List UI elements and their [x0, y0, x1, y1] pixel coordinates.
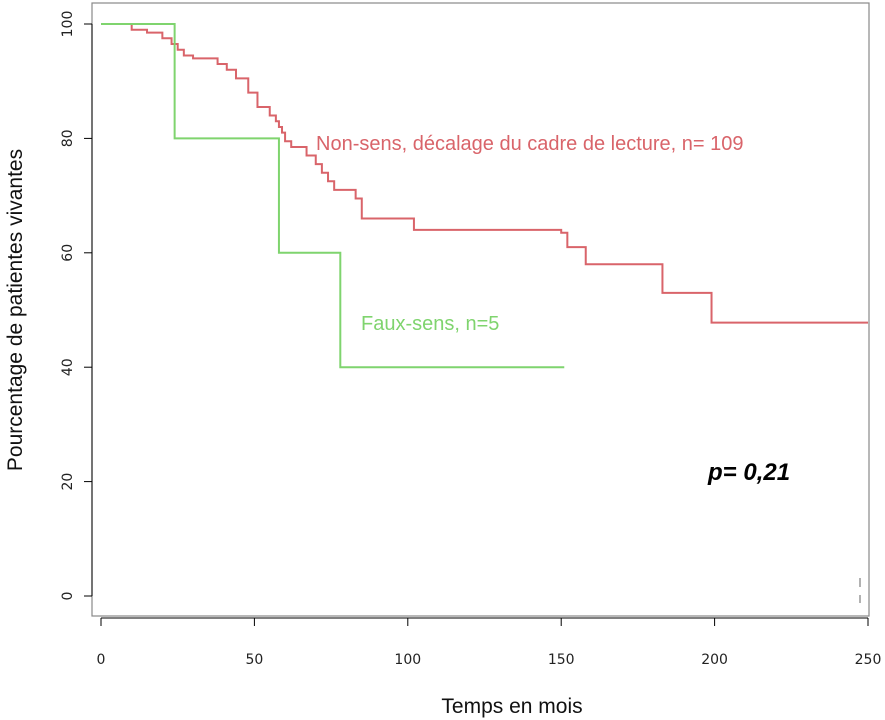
x-tick-label: 150	[548, 652, 575, 668]
series-label-non-sens: Non-sens, décalage du cadre de lecture, …	[316, 133, 744, 155]
y-tick-label: 80	[60, 129, 76, 147]
x-tick-label: 50	[245, 652, 263, 668]
p-value-annotation: p= 0,21	[707, 459, 790, 486]
y-tick-label: 20	[60, 473, 76, 491]
y-tick-label: 60	[60, 244, 76, 262]
series-lines	[101, 23, 868, 369]
series-line-faux-sens	[101, 23, 565, 369]
x-tick-label: 250	[855, 652, 882, 668]
series-line-non-sens	[101, 23, 868, 324]
y-tick-label: 0	[60, 592, 76, 601]
plot-frame	[91, 2, 870, 617]
x-tick-label: 200	[701, 652, 728, 668]
x-ticks: 0 50 100 150 200 250	[97, 618, 882, 668]
series-label-faux-sens: Faux-sens, n=5	[361, 313, 499, 335]
y-ticks: 0 20 40 60 80 100	[60, 11, 92, 601]
x-tick-label: 0	[97, 652, 106, 668]
y-axis-title: Pourcentage de patientes vivantes	[4, 149, 27, 471]
y-tick-label: 40	[60, 358, 76, 376]
x-axis-title: Temps en mois	[441, 695, 582, 718]
y-tick-label: 100	[60, 11, 76, 38]
x-tick-label: 100	[394, 652, 421, 668]
